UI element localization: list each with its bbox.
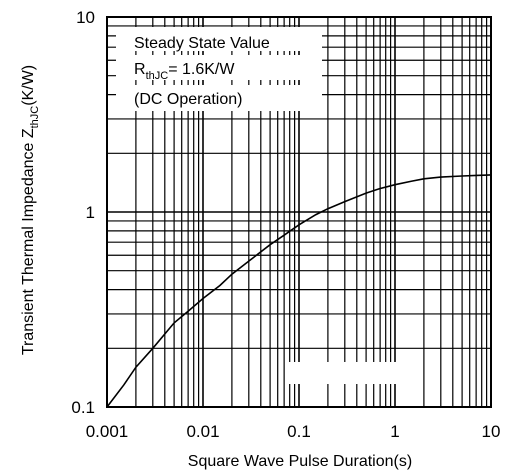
annotation-line2-sub: thJC [146,70,169,82]
x-tick-label: 10 [482,422,501,441]
label-backdrop-3 [116,85,322,111]
y-tick-label: 10 [76,8,95,27]
annotation-line1: Steady State Value [134,35,270,52]
label-backdrop-2 [116,55,322,80]
x-tick-label: 0.1 [287,422,311,441]
annotation-line2: RthJC= 1.6K/W [134,61,235,82]
y-axis-label: Transient Thermal Impedance ZthJC(K/W) [20,65,41,355]
y-axis-label-sub: thJC [29,106,41,129]
y-tick-labels: 0.1 1 10 [71,8,95,417]
y-tick-label: 1 [86,203,95,222]
y-axis-label-unit: (K/W) [20,65,37,106]
label-backdrop-1 [116,27,322,51]
annotation: Steady State Value RthJC= 1.6K/W (DC Ope… [134,35,270,108]
annotation-line2-main: R [134,61,146,78]
x-tick-label: 0.001 [86,422,129,441]
y-axis-label-main: Transient Thermal Impedance Z [20,128,37,355]
annotation-line2-rest: = 1.6K/W [168,61,235,78]
annotation-line3: (DC Operation) [134,91,242,108]
y-tick-label: 0.1 [71,398,95,417]
x-tick-label: 1 [390,422,399,441]
grid [107,17,491,407]
x-tick-labels: 0.001 0.01 0.1 1 10 [86,422,501,441]
plot-frame [106,16,492,408]
legend-background [116,27,405,384]
label-backdrop-4 [287,362,405,384]
x-axis-label: Square Wave Pulse Duration(s) [188,453,412,470]
series-line [106,174,492,408]
x-tick-label: 0.01 [186,422,219,441]
